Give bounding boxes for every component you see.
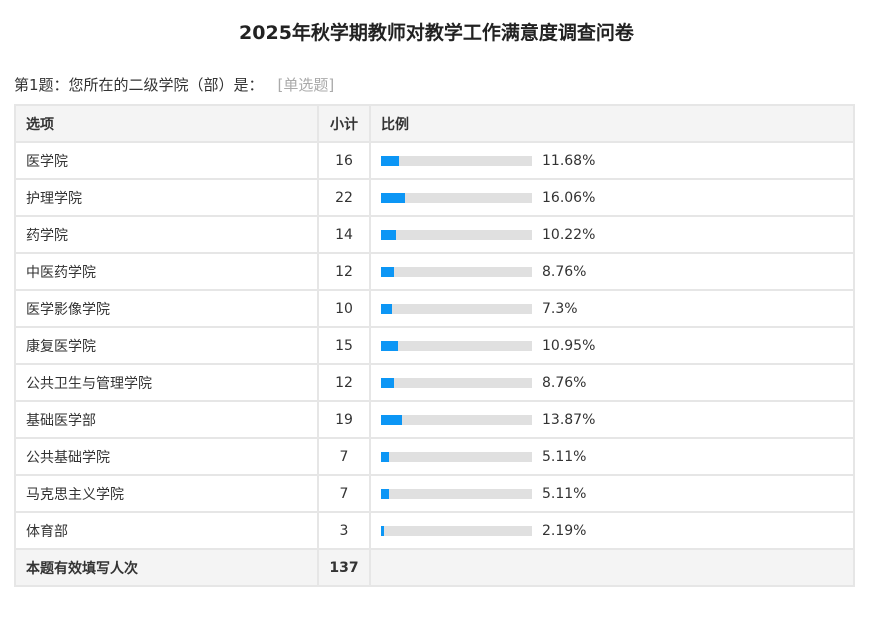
option-count: 12 [317,363,371,402]
option-count: 16 [317,141,371,180]
progress-bar [381,488,532,499]
total-row: 本题有效填写人次 137 [14,548,855,587]
option-ratio: 16.06% [369,178,855,217]
option-ratio: 7.3% [369,289,855,328]
option-label: 医学院 [14,141,319,180]
progress-fill [381,451,389,462]
table-row: 中医药学院 12 8.76% [14,252,855,291]
progress-bar [381,266,532,277]
option-ratio: 5.11% [369,437,855,476]
progress-bar [381,229,532,240]
option-percent: 16.06% [542,189,596,206]
progress-bar [381,192,532,203]
progress-bar [381,377,532,388]
option-ratio: 8.76% [369,252,855,291]
question-type: [单选题] [277,76,335,94]
option-percent: 10.22% [542,226,596,243]
progress-fill [381,192,406,203]
header-percent: 比例 [369,104,855,143]
total-count: 137 [317,548,371,587]
progress-fill [381,303,393,314]
progress-bar [381,303,532,314]
question-heading: 第1题：您所在的二级学院（部）是： [单选题] [14,74,334,95]
option-ratio: 5.11% [369,474,855,513]
option-label: 中医药学院 [14,252,319,291]
option-percent: 5.11% [542,448,587,465]
option-label: 体育部 [14,511,319,550]
option-ratio: 8.76% [369,363,855,402]
table-row: 体育部 3 2.19% [14,511,855,550]
progress-fill [381,266,395,277]
option-percent: 10.95% [542,337,596,354]
option-label: 基础医学部 [14,400,319,439]
table-row: 基础医学部 19 13.87% [14,400,855,439]
table-row: 公共卫生与管理学院 12 8.76% [14,363,855,402]
option-percent: 13.87% [542,411,596,428]
option-count: 7 [317,474,371,513]
header-count: 小计 [317,104,371,143]
option-percent: 5.11% [542,485,587,502]
table-row: 康复医学院 15 10.95% [14,326,855,365]
table-row: 公共基础学院 7 5.11% [14,437,855,476]
option-count: 22 [317,178,371,217]
table-row: 药学院 14 10.22% [14,215,855,254]
total-label: 本题有效填写人次 [14,548,319,587]
option-count: 15 [317,326,371,365]
progress-fill [381,414,402,425]
option-ratio: 2.19% [369,511,855,550]
progress-fill [381,525,385,536]
option-percent: 8.76% [542,374,587,391]
option-label: 药学院 [14,215,319,254]
progress-fill [381,229,397,240]
option-ratio: 11.68% [369,141,855,180]
option-percent: 8.76% [542,263,587,280]
progress-bar [381,414,532,425]
table-row: 医学影像学院 10 7.3% [14,289,855,328]
option-label: 康复医学院 [14,326,319,365]
progress-bar [381,451,532,462]
option-count: 14 [317,215,371,254]
option-percent: 7.3% [542,300,578,317]
progress-bar [381,340,532,351]
option-label: 公共卫生与管理学院 [14,363,319,402]
question-text: 第1题：您所在的二级学院（部）是： [14,76,264,94]
option-count: 10 [317,289,371,328]
option-count: 7 [317,437,371,476]
option-percent: 2.19% [542,522,587,539]
option-ratio: 10.22% [369,215,855,254]
progress-fill [381,377,395,388]
option-label: 马克思主义学院 [14,474,319,513]
option-label: 护理学院 [14,178,319,217]
option-count: 19 [317,400,371,439]
total-empty [369,548,855,587]
option-count: 3 [317,511,371,550]
table-row: 医学院 16 11.68% [14,141,855,180]
option-percent: 11.68% [542,152,596,169]
table-row: 护理学院 22 16.06% [14,178,855,217]
header-option: 选项 [14,104,319,143]
progress-bar [381,155,532,166]
survey-title: 2025年秋学期教师对教学工作满意度调查问卷 [239,22,634,44]
table-row: 马克思主义学院 7 5.11% [14,474,855,513]
progress-fill [381,488,389,499]
option-label: 公共基础学院 [14,437,319,476]
option-label: 医学影像学院 [14,289,319,328]
results-table: 选项 小计 比例 医学院 16 11.68% 护理学院 22 16.06% 药学院 … [14,104,855,587]
option-ratio: 10.95% [369,326,855,365]
progress-bar [381,525,532,536]
option-ratio: 13.87% [369,400,855,439]
progress-fill [381,155,399,166]
progress-fill [381,340,398,351]
option-count: 12 [317,252,371,291]
